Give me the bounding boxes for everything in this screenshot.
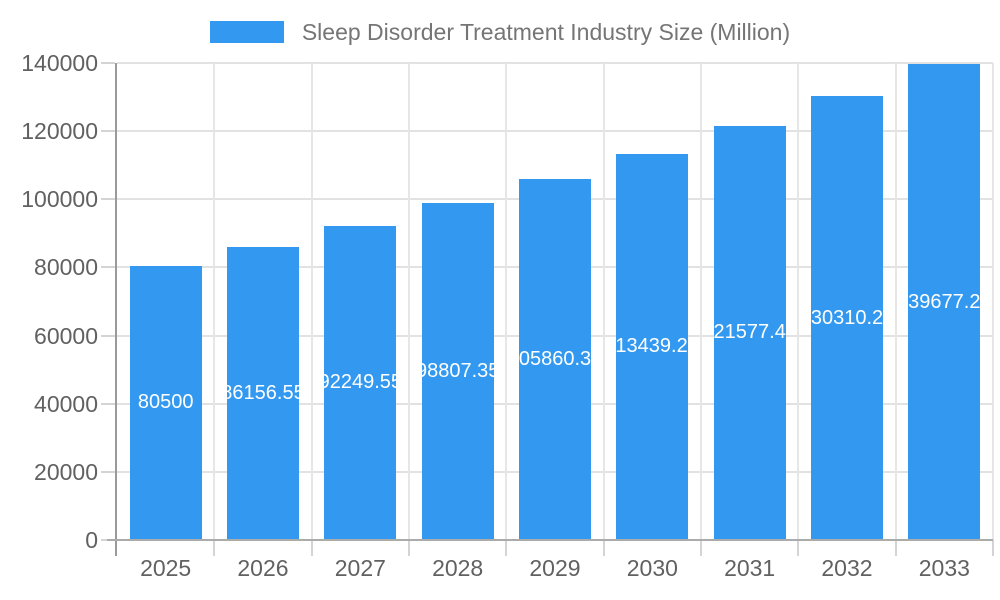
bar-value-label: 105860.35 [519, 348, 591, 371]
y-axis-tick [101, 402, 115, 405]
legend-label: Sleep Disorder Treatment Industry Size (… [301, 19, 791, 45]
y-axis-line [115, 63, 117, 556]
bar[interactable]: 86156.55 [227, 246, 299, 540]
x-axis-line [107, 539, 993, 541]
legend: Sleep Disorder Treatment Industry Size (… [0, 14, 1000, 50]
x-tick-label: 2030 [626, 555, 678, 581]
vertical-gridline [408, 63, 410, 540]
y-axis-tick [101, 334, 115, 337]
y-tick-label: 140000 [21, 50, 98, 76]
x-tick-label: 2026 [237, 555, 289, 581]
bar[interactable]: 130310.25 [811, 96, 883, 540]
y-axis-tick [101, 198, 115, 201]
horizontal-gridline [117, 62, 993, 64]
bar[interactable]: 105860.35 [519, 179, 591, 540]
y-tick-label: 100000 [21, 186, 98, 213]
bar-value-label: 80500 [137, 391, 194, 414]
x-axis-tick [992, 540, 994, 556]
vertical-gridline [505, 63, 508, 540]
y-tick-label: 80000 [34, 254, 98, 281]
bar[interactable]: 80500 [129, 265, 202, 540]
bar-value-label: 98807.35 [422, 360, 494, 383]
y-tick-label: 120000 [21, 118, 98, 145]
x-axis-tick [505, 540, 508, 556]
vertical-gridline [310, 63, 313, 540]
y-tick-label: 60000 [34, 322, 98, 349]
bar[interactable]: 92249.55 [324, 225, 397, 540]
y-axis-tick [101, 130, 115, 133]
bar-value-label: 92249.55 [324, 371, 396, 394]
horizontal-gridline [117, 130, 993, 133]
x-axis-tick [213, 540, 216, 556]
legend-item[interactable]: Sleep Disorder Treatment Industry Size (… [209, 14, 791, 50]
y-axis-tick [101, 62, 115, 64]
bar[interactable]: 139677.25 [908, 64, 981, 540]
x-tick-label: 2028 [432, 555, 484, 581]
bar[interactable]: 121577.45 [713, 125, 786, 540]
vertical-gridline [602, 63, 605, 540]
x-axis-tick [310, 540, 313, 556]
vertical-gridline [797, 63, 800, 540]
bar-value-label: 113439.25 [616, 335, 688, 358]
x-tick-label: 2032 [821, 555, 873, 581]
bar[interactable]: 113439.25 [616, 153, 689, 540]
x-axis-tick [602, 540, 605, 556]
bar-value-label: 121577.45 [713, 321, 786, 344]
vertical-gridline [700, 63, 702, 540]
bar[interactable]: 98807.35 [421, 203, 494, 540]
bar-value-label: 139677.25 [908, 290, 981, 313]
y-tick-label: 20000 [34, 458, 98, 485]
y-axis-tick [101, 470, 115, 473]
bar-value-label: 130310.25 [811, 306, 883, 329]
vertical-gridline [894, 63, 897, 540]
vertical-gridline [213, 63, 216, 540]
vertical-gridline [992, 63, 994, 540]
x-tick-label: 2025 [140, 555, 192, 581]
x-tick-label: 2029 [529, 555, 581, 581]
legend-swatch [209, 21, 284, 43]
x-axis-tick [894, 540, 897, 556]
x-tick-label: 2033 [918, 555, 970, 581]
x-axis-tick [408, 540, 410, 556]
x-tick-label: 2027 [334, 555, 386, 581]
x-tick-label: 2031 [724, 555, 776, 581]
x-axis-tick [700, 540, 702, 556]
y-tick-label: 0 [85, 527, 98, 553]
y-tick-label: 40000 [34, 390, 98, 417]
bar-value-label: 86156.55 [227, 381, 299, 404]
x-axis-tick [797, 540, 800, 556]
y-axis-tick [101, 266, 115, 269]
